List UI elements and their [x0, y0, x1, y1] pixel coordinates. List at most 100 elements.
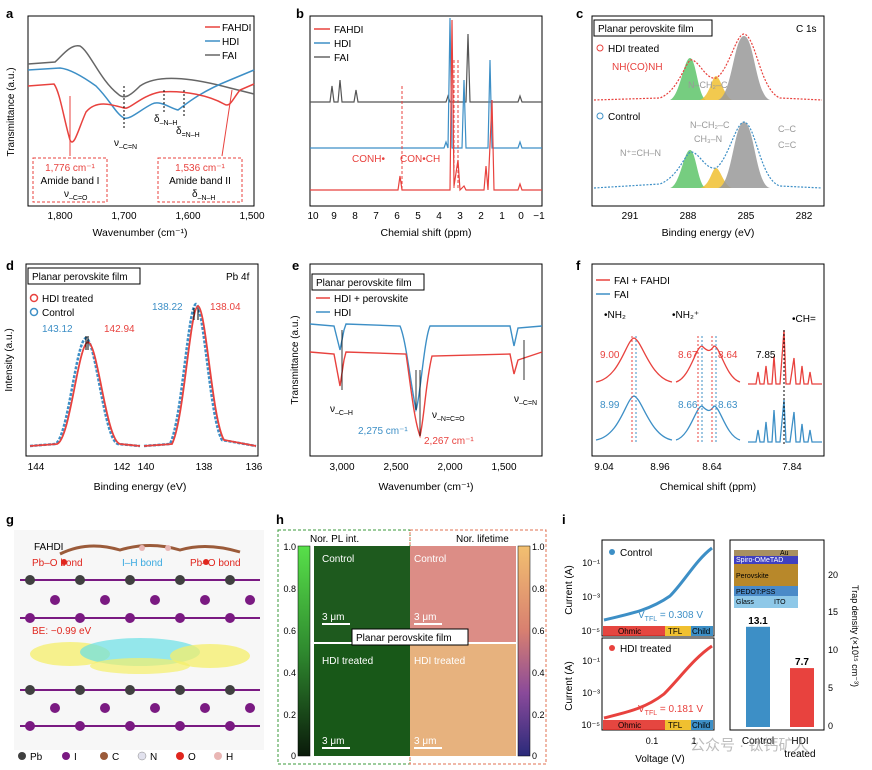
colorbar-pl — [297, 545, 311, 757]
series-hdi — [27, 67, 255, 119]
svg-text:Glass: Glass — [736, 599, 754, 606]
svg-text:1,800: 1,800 — [47, 211, 72, 222]
bar-value-label: 7.7 — [795, 657, 809, 668]
svg-text:Planar perovskite film: Planar perovskite film — [356, 633, 452, 644]
plot-frame — [25, 263, 259, 457]
x-ticks: 1,800 1,700 1,600 1,500 — [47, 211, 264, 222]
x-ticks: 9.04 8.96 8.64 7.84 — [594, 462, 802, 473]
svg-text:0.6: 0.6 — [283, 626, 296, 636]
label-delta-nh-2: δ=N–H — [176, 126, 200, 139]
svg-text:ν–C–H: ν–C–H — [330, 404, 353, 417]
svg-text:2,267 cm⁻¹: 2,267 cm⁻¹ — [424, 436, 474, 447]
svg-text:3 μm: 3 μm — [414, 612, 436, 623]
svg-text:Ohmic: Ohmic — [618, 721, 641, 730]
svg-text:5: 5 — [828, 683, 833, 693]
svg-text:Control: Control — [620, 548, 652, 559]
svg-text:Amide band I: Amide band I — [41, 176, 100, 187]
svg-text:3 μm: 3 μm — [414, 736, 436, 747]
svg-text:8: 8 — [352, 211, 358, 222]
svg-text:140: 140 — [138, 462, 155, 473]
svg-text:8.66: 8.66 — [678, 400, 698, 411]
svg-text:Child: Child — [692, 627, 710, 636]
svg-text:HDI treated: HDI treated — [42, 294, 93, 305]
svg-text:FAI: FAI — [334, 53, 349, 64]
svg-text:1,500: 1,500 — [239, 211, 264, 222]
device-stack: Au Spiro-OMeTAD Perovskite PEDOT:PSS Gla… — [734, 550, 798, 608]
panel-c: c Planar perovskite film C 1s HDI treate… — [576, 6, 825, 239]
svg-text:6: 6 — [394, 211, 400, 222]
svg-text:4: 4 — [436, 211, 442, 222]
watermark: 公众号 · 钛钙矿人 — [690, 737, 808, 754]
svg-text:144: 144 — [28, 462, 45, 473]
box-amide-2 — [157, 157, 243, 203]
title: Planar perovskite film — [32, 272, 128, 283]
panel-letter: f — [576, 258, 581, 273]
panel-letter: c — [576, 6, 583, 21]
atom-dot — [100, 752, 108, 760]
svg-text:10⁻³: 10⁻³ — [582, 688, 600, 698]
svg-text:Control: Control — [608, 112, 640, 123]
corner-label: Pb 4f — [226, 272, 250, 283]
svg-text:C–C: C–C — [778, 124, 797, 134]
x-axis-label: Wavenumber (cm⁻¹) — [93, 227, 188, 239]
svg-text:N–CH₂–C: N–CH₂–C — [690, 120, 730, 130]
pl-map-treated — [314, 644, 410, 756]
x-axis-label: Chemial shift (ppm) — [380, 227, 471, 239]
svg-text:3 μm: 3 μm — [322, 612, 344, 623]
svg-text:9.04: 9.04 — [594, 462, 614, 473]
svg-text:10: 10 — [828, 645, 838, 655]
svg-text:HDI treated: HDI treated — [414, 656, 465, 667]
svg-text:2,275 cm⁻¹: 2,275 cm⁻¹ — [358, 426, 408, 437]
svg-text:142: 142 — [114, 462, 131, 473]
panel-i: i Control HDI treated VTFL = 0.308 V VTF… — [562, 512, 860, 765]
svg-text:8.96: 8.96 — [650, 462, 670, 473]
svg-text:1,500: 1,500 — [491, 462, 516, 473]
y-axis-label: Transmittance (a.u.) — [6, 67, 17, 156]
svg-text:HDI treated: HDI treated — [620, 644, 671, 655]
bars: 13.1 7.7 — [746, 616, 814, 727]
svg-text:Control: Control — [414, 554, 446, 565]
svg-text:TFL: TFL — [668, 627, 683, 636]
plot-frame — [309, 263, 543, 457]
svg-text:FAI: FAI — [614, 290, 629, 301]
svg-text:0.8: 0.8 — [532, 584, 545, 594]
y-axis-label: Intensity (a.u.) — [4, 328, 15, 391]
svg-text:288: 288 — [680, 211, 697, 222]
svg-text:TFL: TFL — [668, 721, 683, 730]
svg-text:ν–C=O: ν–C=O — [64, 189, 88, 202]
svg-text:136: 136 — [246, 462, 263, 473]
panel-letter: b — [296, 6, 304, 21]
svg-text:PEDOT:PSS: PEDOT:PSS — [736, 589, 776, 596]
svg-text:•CH=: •CH= — [792, 314, 816, 325]
svg-text:FAI + FAHDI: FAI + FAHDI — [614, 276, 670, 287]
svg-text:ITO: ITO — [774, 599, 786, 606]
svg-text:0.8: 0.8 — [283, 584, 296, 594]
top-lattice — [20, 545, 260, 623]
svg-text:1: 1 — [691, 736, 696, 746]
svg-text:285: 285 — [738, 211, 755, 222]
series-fahdi — [310, 19, 542, 192]
svg-text:2,000: 2,000 — [437, 462, 462, 473]
svg-text:0: 0 — [291, 751, 296, 761]
svg-text:7.85: 7.85 — [756, 350, 776, 361]
svg-text:HDI treated: HDI treated — [322, 656, 373, 667]
svg-text:0: 0 — [532, 751, 537, 761]
atom-dot — [62, 752, 70, 760]
svg-text:HDI: HDI — [334, 308, 351, 319]
svg-text:10⁻³: 10⁻³ — [582, 592, 600, 602]
svg-text:Pb–O bond: Pb–O bond — [190, 558, 241, 569]
svg-text:0.2: 0.2 — [283, 710, 296, 720]
svg-text:VTFL = 0.308 V: VTFL = 0.308 V — [638, 610, 703, 623]
x-ticks: 3,000 2,500 2,000 1,500 — [329, 462, 516, 473]
trap-density-chart — [729, 539, 825, 731]
lifetime-map-treated — [410, 644, 516, 756]
svg-text:10⁻⁵: 10⁻⁵ — [582, 626, 601, 636]
svg-text:2: 2 — [478, 211, 484, 222]
svg-text:C: C — [112, 752, 119, 763]
svg-text:9.00: 9.00 — [600, 350, 620, 361]
svg-text:8.67: 8.67 — [678, 350, 698, 361]
svg-text:5: 5 — [415, 211, 421, 222]
panel-b: b FAHDI HDI FAI CONH• CON•CH 10 9 8 7 6 … — [296, 6, 545, 239]
svg-text:ν–N=C=O: ν–N=C=O — [432, 410, 465, 423]
panel-letter: h — [276, 512, 284, 527]
